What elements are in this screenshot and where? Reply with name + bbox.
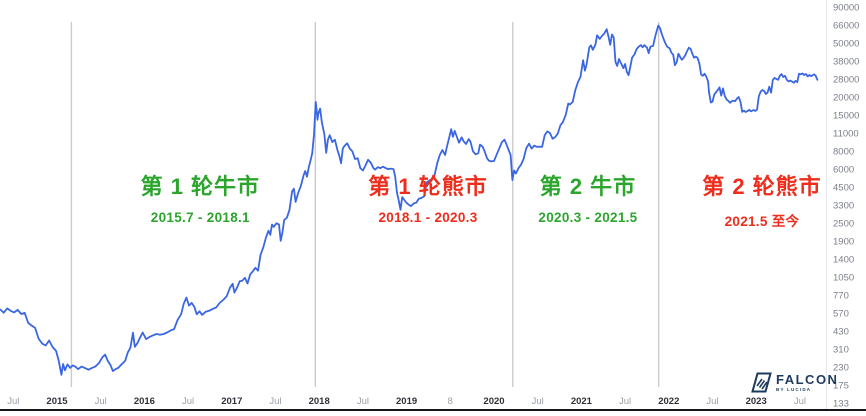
x-axis-label: 2020 (483, 396, 505, 407)
falcon-logo-subtext: BY LUCIDA (776, 386, 812, 392)
y-axis-label: 38000 (833, 56, 860, 68)
y-axis-label: 1400 (833, 254, 855, 266)
x-axis-label: Jul (182, 396, 195, 407)
x-axis-label: Jul (269, 396, 282, 407)
market-phase-annotation: 第 1 轮牛市 2015.7 - 2018.1 (140, 174, 261, 226)
y-axis-label: 6000 (833, 164, 855, 176)
phase-dates: 2021.5 至今 (724, 214, 800, 229)
y-axis-label: 230 (833, 362, 849, 374)
phase-dates: 2018.1 - 2020.3 (378, 210, 478, 225)
x-axis-label: 8 (447, 396, 453, 407)
y-axis-label: 570 (833, 308, 849, 320)
market-phase-annotation: 第 2 轮熊市 2021.5 至今 (702, 175, 821, 230)
x-axis-label: Jul (94, 396, 107, 407)
phase-title: 第 2 牛市 (539, 174, 637, 199)
x-axis-label: 2022 (658, 396, 680, 407)
x-axis-label: Jul (531, 396, 544, 407)
y-axis-label: 2500 (833, 218, 855, 230)
y-axis-label: 1900 (833, 236, 855, 248)
y-axis-label: 11000 (833, 128, 859, 140)
y-axis-label: 310 (833, 344, 849, 356)
y-axis-label: 20000 (833, 92, 860, 104)
bottom-axis-line (0, 409, 866, 411)
phase-dates: 2020.3 - 2021.5 (538, 210, 638, 225)
y-axis-label: 430 (833, 326, 849, 338)
right-axis-border (826, 0, 827, 410)
phase-title: 第 1 轮熊市 (368, 174, 488, 199)
y-axis-label: 3300 (833, 200, 855, 212)
x-axis-label: 2019 (396, 396, 418, 407)
x-axis-label: 2021 (570, 396, 592, 407)
x-axis-label: 2016 (133, 396, 155, 407)
x-axis-label: 2023 (745, 396, 767, 407)
price-line (0, 24, 819, 376)
y-axis-label: 133 (833, 398, 849, 410)
x-axis-label: Jul (793, 396, 806, 407)
y-axis-label: 8000 (833, 146, 855, 158)
y-axis-label: 90000 (833, 2, 860, 14)
y-axis-label: 4500 (833, 182, 855, 194)
y-axis-label: 50000 (833, 38, 860, 50)
x-axis-label: Jul (7, 396, 20, 407)
x-axis-label: 2018 (308, 396, 330, 407)
market-phase-annotation: 第 1 轮熊市 2018.1 - 2020.3 (368, 174, 488, 226)
y-axis-label: 66000 (833, 20, 860, 32)
x-axis-label: Jul (706, 396, 719, 407)
x-axis-label: 2015 (46, 396, 68, 407)
y-axis-label: 770 (833, 290, 849, 302)
falcon-logo: FALCON BY LUCIDA (751, 372, 838, 393)
phase-title: 第 1 轮牛市 (140, 174, 261, 199)
phase-title: 第 2 轮熊市 (702, 174, 822, 199)
falcon-logo-text: FALCON (776, 372, 839, 387)
market-phase-annotation: 第 2 牛市 2020.3 - 2021.5 (538, 174, 638, 226)
x-axis-label: Jul (619, 396, 632, 407)
y-axis-label: 175 (833, 380, 849, 392)
x-axis-label: 2017 (221, 396, 243, 407)
y-axis-label: 15000 (833, 110, 860, 122)
y-axis-label: 1050 (833, 272, 855, 284)
x-axis-label: Jul (356, 396, 369, 407)
phase-dates: 2015.7 - 2018.1 (150, 210, 250, 225)
y-axis-label: 28000 (833, 74, 860, 86)
falcon-logo-icon (751, 372, 772, 393)
